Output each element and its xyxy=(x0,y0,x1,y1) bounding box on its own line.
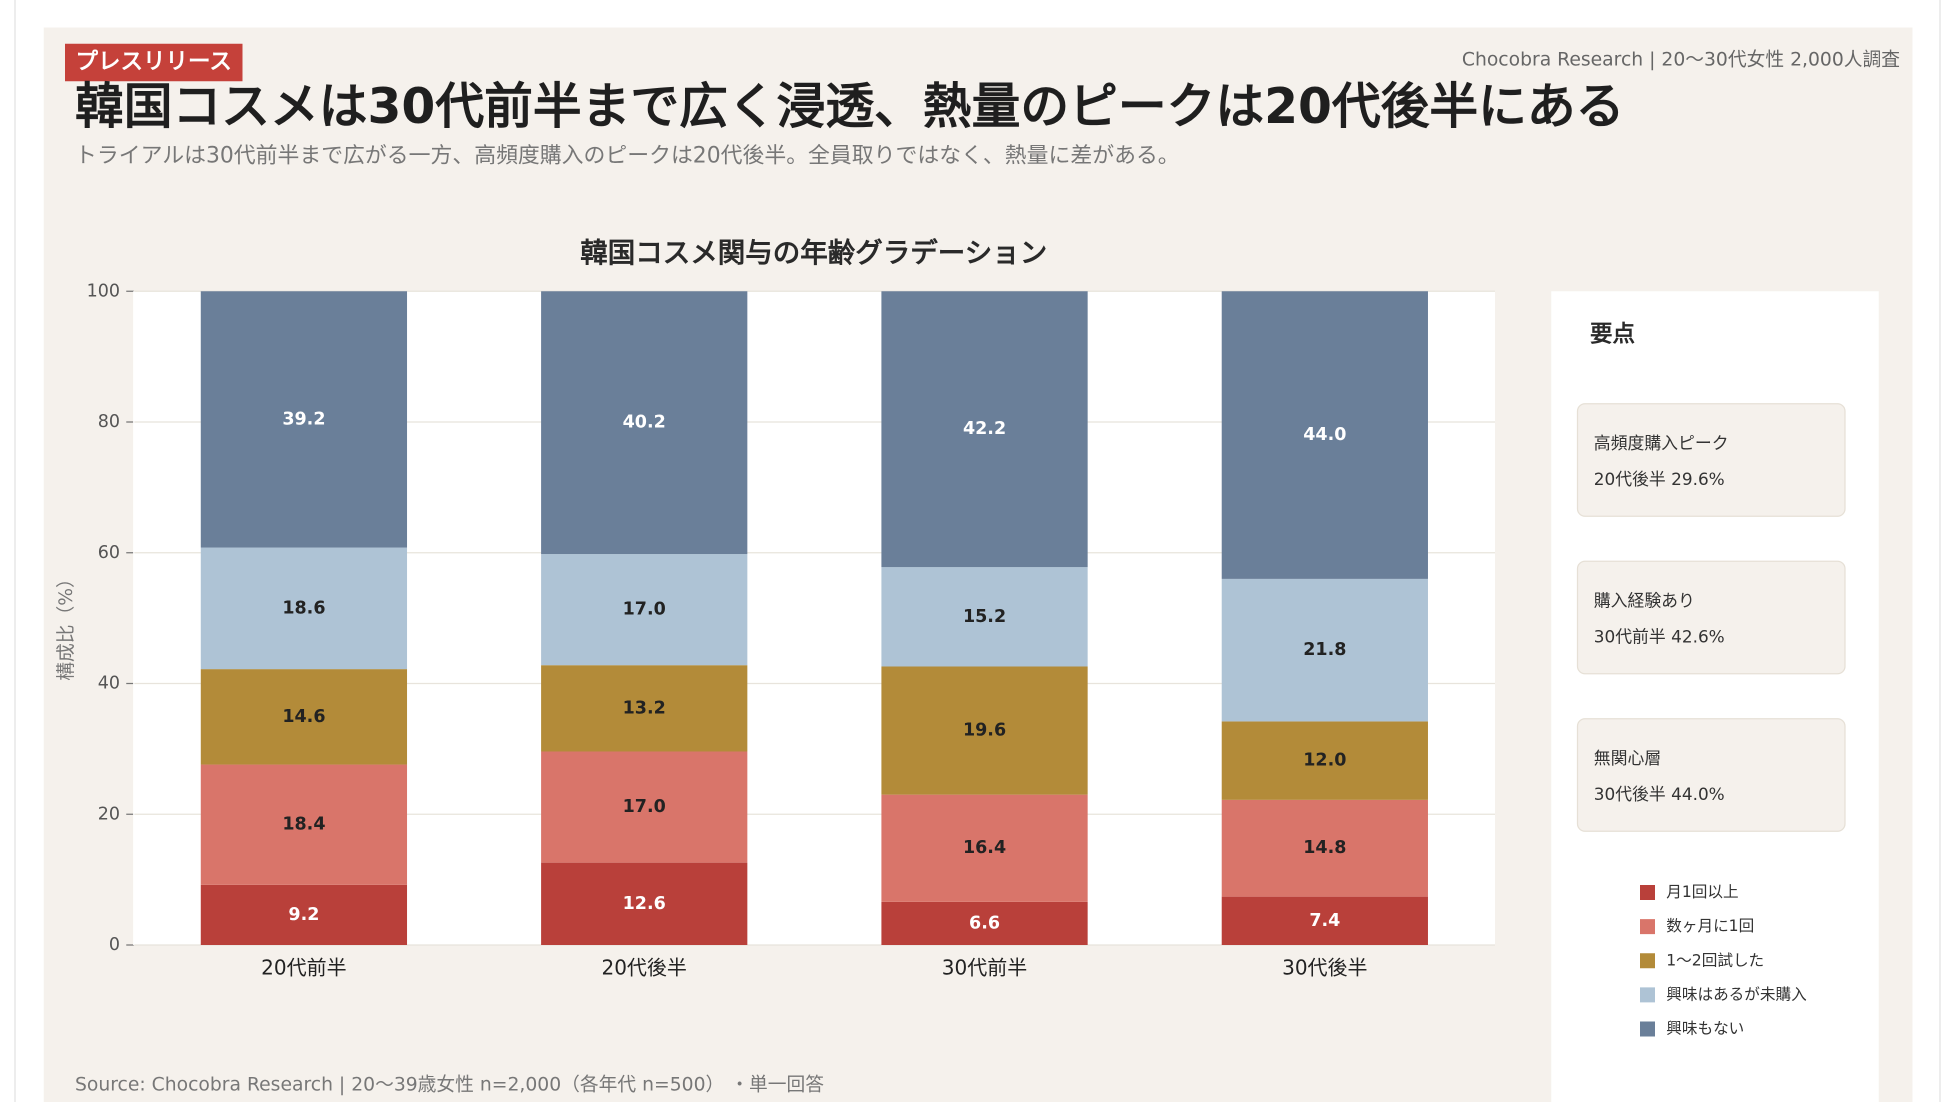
bar-segment xyxy=(541,291,748,555)
legend-swatch xyxy=(1640,919,1655,935)
legend-swatch xyxy=(1640,885,1655,900)
key-card xyxy=(1576,560,1846,675)
bar-segment xyxy=(881,666,1088,795)
badge-text: プレスリリース xyxy=(76,49,232,75)
x-tick-label: 30代後半 xyxy=(1282,955,1367,979)
value-label: 19.6 xyxy=(963,721,1006,741)
legend-label: 1〜2回試した xyxy=(1666,951,1764,969)
legend-label: 月1回以上 xyxy=(1666,883,1738,901)
bar-segment xyxy=(541,751,748,863)
y-tick-label: 80 xyxy=(98,412,120,432)
y-tick-label: 40 xyxy=(98,674,120,694)
legend-label: 興味はあるが未購入 xyxy=(1666,985,1807,1003)
value-label: 17.0 xyxy=(623,600,666,620)
chart-title: 韓国コスメ関与の年齢グラデーション xyxy=(580,237,1047,269)
panel-title: 要点 xyxy=(1590,322,1635,348)
bar-segment xyxy=(200,884,408,945)
value-label: 16.4 xyxy=(963,838,1006,858)
key-label: 購入経験あり xyxy=(1594,590,1695,610)
y-tick-label: 100 xyxy=(87,281,120,301)
value-label: 15.2 xyxy=(963,607,1006,627)
source-top: Chocobra Research | 20〜30代女性 2,000人調査 xyxy=(1462,49,1900,71)
bar-segment xyxy=(200,291,408,548)
bar-segment xyxy=(1221,291,1428,579)
value-label: 12.0 xyxy=(1303,751,1346,771)
bar-segment xyxy=(1221,721,1428,800)
key-label: 高頻度購入ピーク xyxy=(1594,433,1729,453)
bar-segment xyxy=(881,291,1088,568)
x-tick-label: 20代前半 xyxy=(261,955,346,979)
key-value: 20代後半 29.6% xyxy=(1594,469,1725,489)
value-label: 6.6 xyxy=(969,913,1000,933)
value-label: 18.6 xyxy=(282,598,325,618)
legend-swatch xyxy=(1640,1021,1655,1037)
key-card xyxy=(1576,403,1846,517)
bar-segment xyxy=(1221,799,1428,897)
subtitle: トライアルは30代前半まで広がる一方、高頻度購入のピークは20代後半。全員取りで… xyxy=(75,143,1180,168)
value-label: 13.2 xyxy=(623,698,666,718)
value-label: 14.6 xyxy=(282,707,325,727)
bar-segment xyxy=(881,794,1088,902)
legend-label: 興味もない xyxy=(1666,1020,1744,1038)
y-tick-label: 60 xyxy=(98,543,120,563)
bar-segment xyxy=(541,665,748,752)
legend-label: 数ヶ月に1回 xyxy=(1666,917,1754,935)
value-label: 39.2 xyxy=(282,409,325,429)
legend-swatch xyxy=(1640,987,1655,1003)
bar-segment xyxy=(1221,896,1428,945)
value-label: 42.2 xyxy=(963,419,1006,439)
bar-segment xyxy=(200,669,408,765)
badge xyxy=(65,43,243,82)
value-label: 12.6 xyxy=(623,894,666,914)
bar-segment xyxy=(200,764,408,885)
value-label: 40.2 xyxy=(623,413,666,433)
title: 韓国コスメは30代前半まで広く浸透、熱量のピークは20代後半にある xyxy=(75,79,1624,135)
bar-segment xyxy=(200,547,408,670)
bar-segment xyxy=(881,567,1088,667)
key-label: 無関心層 xyxy=(1594,748,1661,768)
bar-segment xyxy=(541,862,748,945)
bar-segment xyxy=(541,554,748,666)
value-label: 7.4 xyxy=(1309,911,1340,931)
value-label: 44.0 xyxy=(1303,425,1346,445)
bar-segment xyxy=(1221,578,1428,722)
y-tick-label: 0 xyxy=(109,935,120,955)
footer-source: Source: Chocobra Research | 20〜39歳女性 n=2… xyxy=(75,1074,824,1096)
value-label: 21.8 xyxy=(1303,640,1346,660)
value-label: 18.4 xyxy=(282,815,325,835)
x-tick-label: 20代後半 xyxy=(601,955,686,979)
value-label: 9.2 xyxy=(288,905,319,925)
key-value: 30代後半 44.0% xyxy=(1594,784,1725,804)
legend-swatch xyxy=(1640,953,1655,969)
key-card xyxy=(1576,718,1846,832)
bar-segment xyxy=(881,901,1088,945)
value-label: 14.8 xyxy=(1303,838,1346,858)
x-tick-label: 30代前半 xyxy=(942,955,1027,979)
y-tick-label: 20 xyxy=(98,804,120,824)
value-label: 17.0 xyxy=(623,797,666,817)
y-axis-label: 構成比（%） xyxy=(55,569,77,681)
key-value: 30代前半 42.6% xyxy=(1594,627,1725,647)
